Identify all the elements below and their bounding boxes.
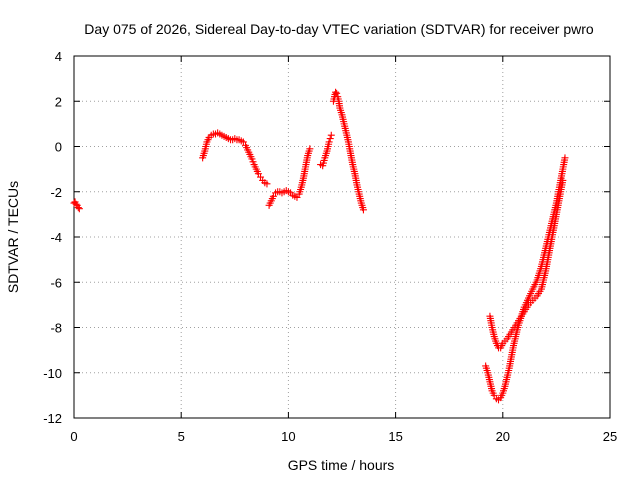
axis-ticks xyxy=(73,55,611,419)
data-point-marker xyxy=(263,180,271,188)
y-tick-label: -2 xyxy=(50,185,62,200)
y-tick-label: -10 xyxy=(43,366,62,381)
data-point-marker xyxy=(75,205,83,213)
y-tick-label: -8 xyxy=(50,321,62,336)
data-point-marker xyxy=(559,176,567,184)
data-point-marker xyxy=(561,154,569,162)
y-tick-label: -6 xyxy=(50,275,62,290)
x-tick-label: 25 xyxy=(603,429,617,444)
data-point-marker xyxy=(359,206,367,214)
y-axis-tick-labels: -12 -10 -8 -6 -4 -2 0 2 4 xyxy=(43,49,62,426)
data-points xyxy=(70,88,569,404)
data-point-marker xyxy=(332,88,340,96)
x-tick-label: 5 xyxy=(178,429,185,444)
x-axis-title: GPS time / hours xyxy=(288,457,395,473)
data-point-marker xyxy=(333,89,341,97)
data-point-marker xyxy=(327,131,335,139)
y-tick-label: 0 xyxy=(55,140,62,155)
x-axis-tick-labels: 0 5 10 15 20 25 xyxy=(70,429,617,444)
x-tick-label: 10 xyxy=(281,429,295,444)
data-point-marker xyxy=(326,135,334,143)
y-tick-label: -4 xyxy=(50,230,62,245)
y-tick-label: 2 xyxy=(55,94,62,109)
y-tick-label: 4 xyxy=(55,49,62,64)
data-point-marker xyxy=(306,145,314,153)
y-tick-label: -12 xyxy=(43,411,62,426)
x-tick-label: 20 xyxy=(496,429,510,444)
chart-title: Day 075 of 2026, Sidereal Day-to-day VTE… xyxy=(84,21,594,37)
data-point-marker xyxy=(74,204,82,212)
x-tick-label: 15 xyxy=(388,429,402,444)
y-axis-title: SDTVAR / TECUs xyxy=(5,181,21,293)
x-tick-label: 0 xyxy=(70,429,77,444)
data-point-marker xyxy=(325,138,333,146)
